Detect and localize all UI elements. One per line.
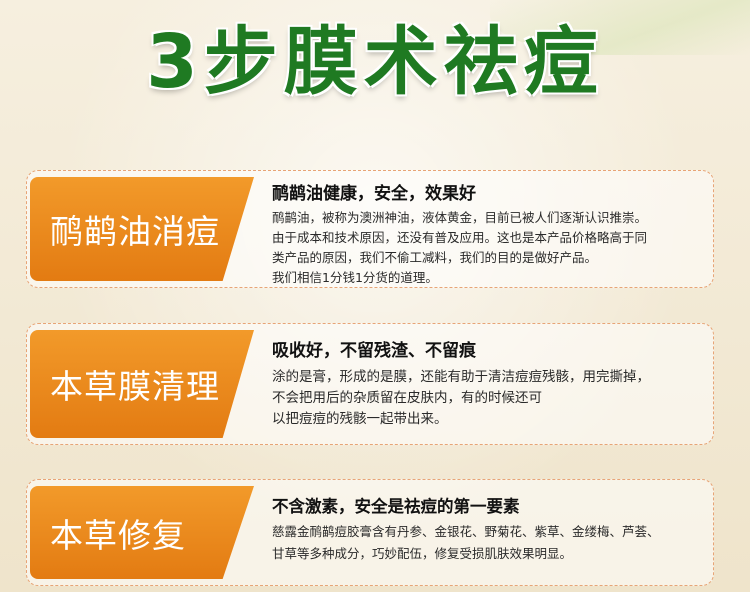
step-headline: 吸收好，不留残渣、不留痕 [272,341,476,361]
description-line: 以把痘痘的残骸一起带出来。 [272,411,448,427]
step-description: 慈露金鸸鹋痘胶膏含有丹参、金银花、野菊花、紫草、金缕梅、芦荟、 甘草等多种成分，… [272,521,701,565]
step-tag: 本草修复 [30,486,254,579]
step-tag: 鸸鹋油消痘 [30,177,254,281]
step-card-herbal-repair: 本草修复 不含激素，安全是祛痘的第一要素 慈露金鸸鹋痘胶膏含有丹参、金银花、野菊… [26,479,714,586]
description-line: 由于成本和技术原因，还没有普及应用。这也是本产品价格略高于同 [272,230,648,245]
description-line: 涂的是膏，形成的是膜，还能有助于清洁痘痘残骸，用完撕掉， [272,369,650,385]
description-line: 类产品的原因，我们不偷工减料，我们的目的是做好产品。 [272,250,598,265]
step-content: 不含激素，安全是祛痘的第一要素 慈露金鸸鹋痘胶膏含有丹参、金银花、野菊花、紫草、… [272,480,701,585]
step-headline: 不含激素，安全是祛痘的第一要素 [272,497,520,516]
description-line: 不会把用后的杂质留在皮肤内，有的时候还可 [272,390,542,406]
step-tag-label: 本草膜清理 [50,367,220,406]
leaf-decoration [490,0,750,55]
description-line: 甘草等多种成分，巧妙配伍，修复受损肌肤效果明显。 [272,546,573,561]
step-tag-label: 本草修复 [50,515,186,555]
step-tag-label: 鸸鹋油消痘 [50,212,220,251]
step-card-emu-oil: 鸸鹋油消痘 鸸鹋油健康，安全，效果好 鸸鹋油，被称为澳洲神油，液体黄金，目前已被… [26,170,714,288]
step-card-herbal-film: 本草膜清理 吸收好，不留残渣、不留痕 涂的是膏，形成的是膜，还能有助于清洁痘痘残… [26,323,714,445]
description-line: 我们相信1分钱1分货的道理。 [272,270,438,285]
step-content: 吸收好，不留残渣、不留痕 涂的是膏，形成的是膜，还能有助于清洁痘痘残骸，用完撕掉… [272,324,701,444]
step-content: 鸸鹋油健康，安全，效果好 鸸鹋油，被称为澳洲神油，液体黄金，目前已被人们逐渐认识… [272,171,701,287]
step-tag: 本草膜清理 [30,330,254,438]
step-description: 鸸鹋油，被称为澳洲神油，液体黄金，目前已被人们逐渐认识推崇。 由于成本和技术原因… [272,208,701,288]
description-line: 慈露金鸸鹋痘胶膏含有丹参、金银花、野菊花、紫草、金缕梅、芦荟、 [272,524,660,539]
page-title: 3步膜术祛痘 [146,19,604,105]
step-description: 涂的是膏，形成的是膜，还能有助于清洁痘痘残骸，用完撕掉， 不会把用后的杂质留在皮… [272,367,701,430]
description-line: 鸸鹋油，被称为澳洲神油，液体黄金，目前已被人们逐渐认识推崇。 [272,210,648,225]
step-headline: 鸸鹋油健康，安全，效果好 [272,184,476,204]
